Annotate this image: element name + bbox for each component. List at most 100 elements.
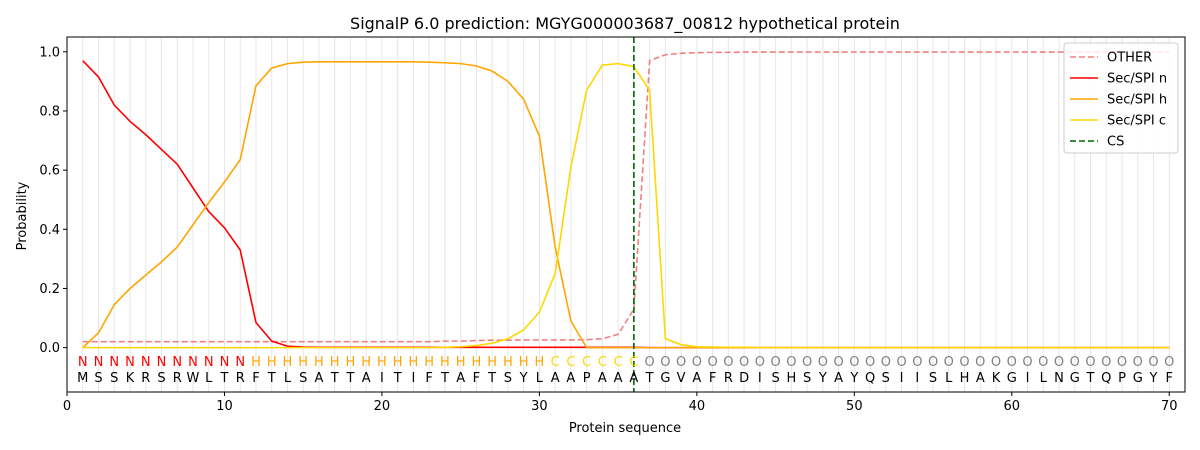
sequence-letter: S [110,371,118,386]
region-label: N [204,355,214,370]
region-label: H [283,355,293,370]
region-label: H [314,355,324,370]
sequence-letter: G [1007,371,1017,386]
region-label: H [361,355,371,370]
sequence-letter: H [786,371,796,386]
region-label: C [551,355,560,370]
sequence-letter: F [473,371,480,386]
sequence-letter: D [739,371,749,386]
sequence-letter: I [900,371,904,386]
x-tick-label: 70 [1161,399,1178,414]
sequence-letter: R [724,371,733,386]
region-label: N [235,355,245,370]
series-line-other [82,51,1170,343]
sequence-letter: T [440,371,449,386]
sequence-letter: A [834,371,843,386]
region-label: O [1022,355,1032,370]
sequence-letter: Y [519,371,528,386]
region-label: O [770,355,780,370]
region-label: O [1117,355,1127,370]
region-label: O [786,355,796,370]
region-label: O [849,355,859,370]
region-label: C [582,355,591,370]
region-label: H [472,355,482,370]
legend: OTHER Sec/SPI n Sec/SPI h Sec/SPI c CS [1063,42,1179,154]
region-label: H [330,355,340,370]
sequence-letter: S [299,371,307,386]
sequence-letter: I [1026,371,1030,386]
sequence-letter: G [1070,371,1080,386]
axes-frame [66,36,1186,393]
sequence-letter: V [677,371,686,386]
region-label: N [78,355,88,370]
sequence-letter: H [960,371,970,386]
region-label: O [912,355,922,370]
sequence-letter: I [915,371,919,386]
region-label: H [298,355,308,370]
region-label: O [1148,355,1158,370]
legend-entry: Sec/SPI c [1107,114,1166,129]
region-label: H [440,355,450,370]
sequence-letter: F [425,371,432,386]
region-label: O [959,355,969,370]
sequence-letter: L [945,371,953,386]
region-label: H [424,355,434,370]
y-axis-label: Probability [15,181,30,250]
region-label: O [802,355,812,370]
sequence-letter: S [929,371,937,386]
sequence-letter: I [758,371,762,386]
sequence-letter: I [412,371,416,386]
region-label: O [739,355,749,370]
region-label: O [881,355,891,370]
sequence-letter: T [330,371,339,386]
x-tick-label: 10 [216,399,233,414]
legend-box [1063,42,1179,154]
region-label: N [109,355,119,370]
region-label: O [692,355,702,370]
sequence-letter: Y [818,371,827,386]
region-label: H [251,355,261,370]
region-label: H [346,355,356,370]
region-label: N [220,355,230,370]
region-label: C [598,355,607,370]
y-tick-label: 0.2 [39,282,60,297]
sequence-letter: Q [865,371,875,386]
sequence-letter: T [487,371,496,386]
region-label: H [503,355,513,370]
x-axis-label: Protein sequence [569,421,681,436]
region-label: O [1101,355,1111,370]
sequence-letter: P [583,371,591,386]
region-label: O [1085,355,1095,370]
region-label: O [645,355,655,370]
region-label: C [614,355,623,370]
region-label: H [535,355,545,370]
region-label: N [157,355,167,370]
region-label: O [833,355,843,370]
sequence-letter: R [141,371,150,386]
sequence-letter: L [284,371,292,386]
region-label: O [896,355,906,370]
region-label: O [865,355,875,370]
sequence-letter: S [882,371,890,386]
region-label: H [519,355,529,370]
region-label: O [1133,355,1143,370]
sequence-letter: T [345,371,354,386]
region-label: O [818,355,828,370]
region-label: O [1038,355,1048,370]
y-tick-label: 0.8 [39,104,60,119]
region-label: H [409,355,419,370]
sequence-letter: S [94,371,102,386]
sequence-letter: A [314,371,323,386]
region-label: O [723,355,733,370]
sequence-letter: G [660,371,670,386]
sequence-letter: K [126,371,135,386]
region-label: H [456,355,466,370]
sequence-letter: A [598,371,607,386]
region-label: O [755,355,765,370]
series-line-sec-spi-c [82,62,1170,349]
sequence-letter: S [157,371,165,386]
region-label: O [1070,355,1080,370]
sequence-letter: T [645,371,654,386]
sequence-letter: A [692,371,701,386]
